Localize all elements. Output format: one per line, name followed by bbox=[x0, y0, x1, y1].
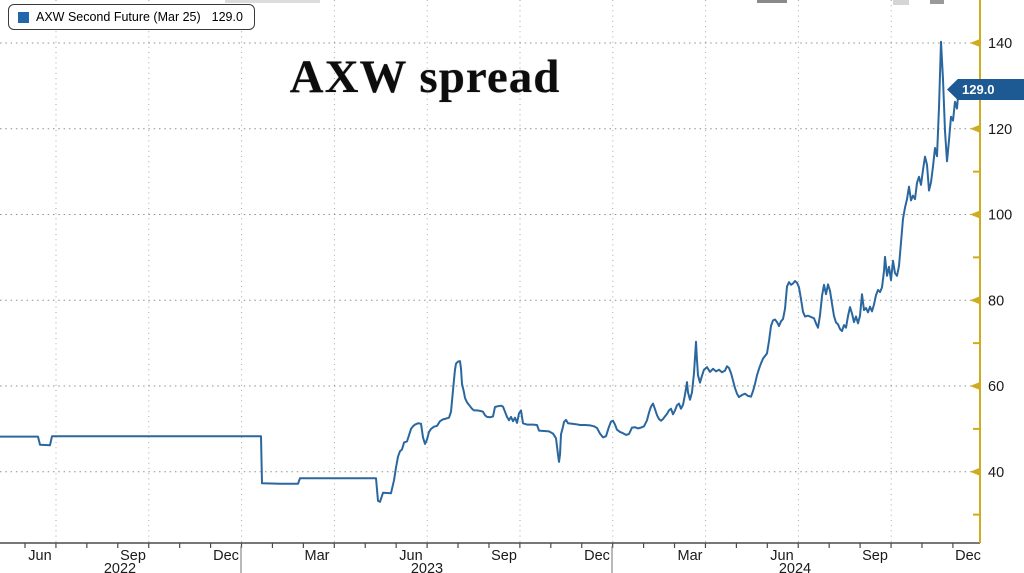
svg-text:Jun: Jun bbox=[28, 548, 51, 564]
svg-text:Mar: Mar bbox=[305, 548, 330, 564]
svg-text:2024: 2024 bbox=[779, 561, 811, 573]
svg-text:Sep: Sep bbox=[862, 548, 888, 564]
svg-text:40: 40 bbox=[988, 465, 1004, 481]
screen-crop-artifact bbox=[930, 0, 944, 4]
svg-text:100: 100 bbox=[988, 208, 1012, 224]
svg-text:Sep: Sep bbox=[120, 548, 146, 564]
screen-crop-artifact bbox=[225, 0, 320, 3]
svg-text:140: 140 bbox=[988, 36, 1012, 52]
last-price-badge-value: 129.0 bbox=[962, 82, 995, 97]
series-swatch-icon bbox=[18, 11, 29, 23]
legend-series-value: 129.0 bbox=[211, 10, 243, 24]
svg-text:120: 120 bbox=[988, 122, 1012, 138]
svg-text:2023: 2023 bbox=[411, 561, 443, 573]
svg-text:2022: 2022 bbox=[104, 561, 136, 573]
svg-text:Dec: Dec bbox=[955, 548, 981, 564]
svg-text:Dec: Dec bbox=[584, 548, 610, 564]
svg-text:Dec: Dec bbox=[213, 548, 239, 564]
screen-crop-artifact bbox=[893, 0, 909, 5]
svg-text:Jun: Jun bbox=[770, 548, 793, 564]
screen-crop-artifact bbox=[757, 0, 787, 3]
chart-title: AXW spread bbox=[289, 51, 561, 103]
svg-text:Mar: Mar bbox=[678, 548, 703, 564]
svg-text:60: 60 bbox=[988, 379, 1004, 395]
svg-text:80: 80 bbox=[988, 293, 1004, 309]
legend-series-label: AXW Second Future (Mar 25) bbox=[36, 10, 201, 24]
legend-box[interactable]: AXW Second Future (Mar 25) 129.0 bbox=[8, 4, 255, 30]
svg-text:Jun: Jun bbox=[399, 548, 422, 564]
svg-text:Sep: Sep bbox=[491, 548, 517, 564]
last-price-badge: 129.0 bbox=[947, 79, 1024, 100]
